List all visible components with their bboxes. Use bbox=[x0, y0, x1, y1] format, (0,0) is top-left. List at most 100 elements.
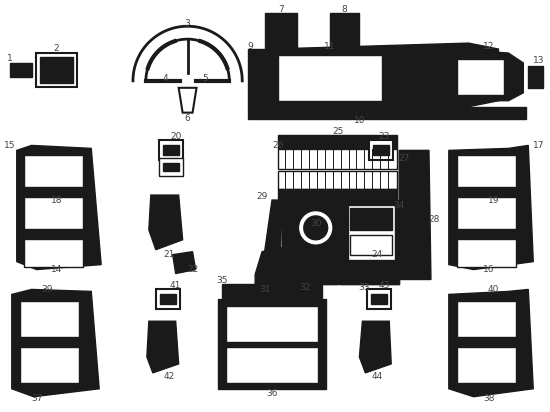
Text: 38: 38 bbox=[483, 394, 494, 403]
Bar bbox=[278, 150, 397, 169]
Bar bbox=[367, 290, 391, 309]
Text: 27: 27 bbox=[398, 154, 410, 163]
Text: 41: 41 bbox=[170, 281, 182, 290]
Polygon shape bbox=[453, 49, 523, 101]
Text: 28: 28 bbox=[428, 215, 439, 225]
Text: 4: 4 bbox=[163, 74, 168, 83]
Bar bbox=[329, 13, 360, 49]
Polygon shape bbox=[262, 200, 282, 284]
Bar bbox=[339, 260, 399, 284]
Bar bbox=[265, 13, 297, 49]
Text: 3: 3 bbox=[185, 19, 190, 28]
Text: 11: 11 bbox=[324, 42, 336, 51]
Bar bbox=[248, 49, 270, 107]
Polygon shape bbox=[149, 195, 183, 250]
Polygon shape bbox=[179, 88, 196, 112]
Polygon shape bbox=[173, 252, 196, 274]
Bar bbox=[163, 163, 179, 171]
Bar bbox=[529, 66, 543, 88]
Text: 16: 16 bbox=[483, 265, 494, 274]
Text: 22: 22 bbox=[187, 265, 198, 274]
Polygon shape bbox=[16, 145, 101, 269]
Bar bbox=[278, 189, 397, 199]
Bar bbox=[36, 53, 78, 87]
Text: 10: 10 bbox=[354, 116, 365, 125]
Text: 12: 12 bbox=[483, 42, 494, 51]
Bar bbox=[24, 239, 83, 267]
Bar bbox=[160, 295, 175, 304]
Text: 5: 5 bbox=[202, 74, 208, 83]
Polygon shape bbox=[255, 248, 282, 290]
Bar bbox=[20, 347, 79, 383]
Bar bbox=[227, 347, 318, 383]
Bar bbox=[348, 205, 395, 260]
Text: 1: 1 bbox=[7, 54, 13, 63]
Text: 13: 13 bbox=[532, 56, 544, 66]
Bar bbox=[350, 235, 392, 255]
Bar bbox=[222, 284, 322, 298]
Polygon shape bbox=[399, 150, 431, 279]
Text: 43: 43 bbox=[378, 281, 390, 290]
Bar bbox=[370, 140, 393, 160]
Bar bbox=[218, 300, 326, 389]
Bar bbox=[456, 301, 516, 337]
Text: 34: 34 bbox=[393, 201, 405, 210]
Bar bbox=[398, 55, 453, 101]
Text: 9: 9 bbox=[248, 42, 253, 51]
Bar bbox=[159, 140, 183, 160]
Bar bbox=[282, 200, 399, 284]
Text: 2: 2 bbox=[54, 44, 59, 53]
Text: 32: 32 bbox=[299, 283, 311, 292]
Bar bbox=[456, 197, 516, 229]
Polygon shape bbox=[270, 43, 498, 107]
Bar bbox=[248, 107, 526, 119]
Bar bbox=[384, 55, 396, 101]
Text: 37: 37 bbox=[31, 394, 42, 403]
Polygon shape bbox=[364, 195, 393, 248]
Bar bbox=[456, 59, 504, 95]
Text: 21: 21 bbox=[163, 250, 174, 259]
Text: 8: 8 bbox=[342, 5, 348, 14]
Bar bbox=[278, 55, 382, 101]
Bar bbox=[24, 155, 83, 187]
Text: 20: 20 bbox=[170, 132, 182, 141]
Polygon shape bbox=[12, 290, 99, 397]
Text: 17: 17 bbox=[532, 141, 544, 150]
Text: 29: 29 bbox=[256, 192, 268, 201]
Polygon shape bbox=[449, 290, 534, 397]
Polygon shape bbox=[360, 321, 391, 373]
Bar bbox=[40, 57, 73, 83]
Bar bbox=[398, 55, 453, 101]
Bar bbox=[159, 158, 183, 176]
Text: 14: 14 bbox=[51, 265, 62, 274]
Bar bbox=[373, 145, 389, 155]
Bar bbox=[20, 301, 79, 337]
Text: 33: 33 bbox=[359, 283, 370, 292]
Bar bbox=[278, 136, 397, 150]
Text: 30: 30 bbox=[310, 219, 321, 228]
Text: 15: 15 bbox=[4, 141, 15, 150]
Text: 39: 39 bbox=[41, 285, 52, 294]
Bar bbox=[24, 197, 83, 229]
Bar bbox=[456, 239, 516, 267]
Text: 44: 44 bbox=[372, 372, 383, 382]
Text: 24: 24 bbox=[372, 250, 383, 259]
Text: 42: 42 bbox=[163, 372, 174, 382]
Bar bbox=[163, 145, 179, 155]
Text: 36: 36 bbox=[266, 389, 278, 398]
Text: 40: 40 bbox=[488, 285, 499, 294]
Bar bbox=[227, 306, 318, 342]
Text: 35: 35 bbox=[217, 276, 228, 285]
Bar bbox=[10, 63, 32, 77]
Text: 26: 26 bbox=[272, 141, 284, 150]
Bar bbox=[371, 295, 387, 304]
Text: 19: 19 bbox=[488, 196, 499, 204]
Bar bbox=[456, 347, 516, 383]
Text: 25: 25 bbox=[332, 127, 343, 136]
Text: 18: 18 bbox=[51, 196, 62, 204]
Circle shape bbox=[304, 216, 328, 240]
Bar bbox=[350, 208, 392, 230]
Text: 23: 23 bbox=[378, 132, 390, 141]
Bar bbox=[282, 260, 337, 284]
Bar bbox=[456, 155, 516, 187]
